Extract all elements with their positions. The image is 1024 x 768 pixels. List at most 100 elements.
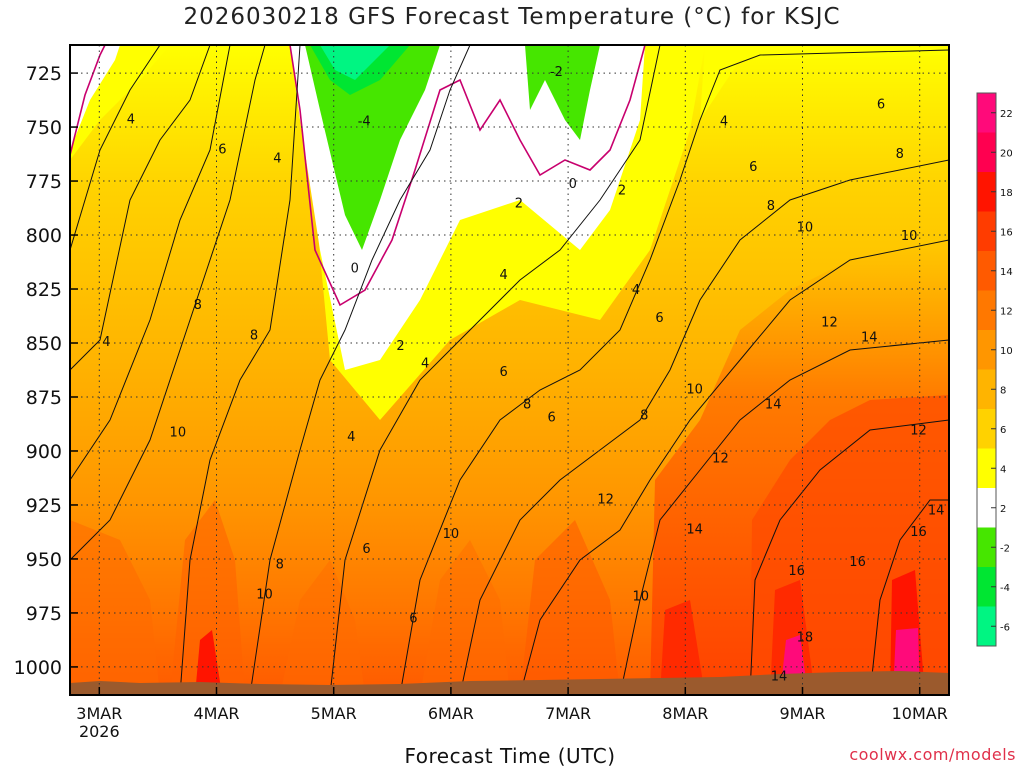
contour-label: 8 [250, 328, 258, 343]
x-tick-label-10MAR: 10MAR [892, 704, 948, 723]
y-tick-label-875: 875 [26, 387, 62, 409]
contour-label: 14 [861, 331, 878, 346]
x-tick-label-8MAR: 8MAR [662, 704, 708, 723]
contour-label: 12 [910, 423, 927, 438]
colorbar-tick-label: 4 [1000, 464, 1006, 475]
colorbar-segment [977, 132, 996, 173]
colorbar-segment [977, 251, 996, 291]
colorbar-tick-label: -2 [1000, 543, 1010, 554]
contour-label: 8 [276, 557, 284, 572]
contour-label: 4 [273, 151, 281, 166]
colorbar-segment [977, 448, 996, 489]
y-tick-label-800: 800 [26, 225, 62, 247]
contour-label: 4 [499, 268, 507, 283]
contour-label: 4 [720, 115, 728, 130]
warm-pocket-2 [170, 500, 245, 695]
contour-label: 14 [771, 670, 788, 685]
warm-pocket-4 [420, 540, 510, 695]
contour-label: 0 [569, 177, 577, 192]
x-tick-label-5MAR: 5MAR [311, 704, 357, 723]
colorbar-tick-label: 6 [1000, 425, 1006, 436]
y-tick-label-1000: 1000 [14, 657, 62, 679]
cold-zone-3 [320, 45, 390, 80]
contour-label: 6 [409, 611, 417, 626]
contour-label: 2 [396, 339, 404, 354]
contour-label: 14 [928, 503, 945, 518]
y-tick-label-725: 725 [26, 63, 62, 85]
x-tick-label-7MAR: 7MAR [545, 704, 591, 723]
contour-label: 6 [499, 365, 507, 380]
contour-label: 4 [632, 283, 640, 298]
contour-label: 10 [443, 527, 460, 542]
colorbar-tick-label: 2 [1000, 504, 1006, 515]
zero-isotherm-1 [70, 45, 106, 156]
warm-pocket-1 [70, 520, 160, 695]
colorbar-segment [977, 488, 996, 528]
contour-lines [70, 45, 949, 695]
y-tick-label-750: 750 [26, 117, 62, 139]
y-tick-label-850: 850 [26, 333, 62, 355]
contour-label: 10 [170, 426, 187, 441]
colorbar-segment [977, 606, 996, 647]
contour-label: 12 [821, 315, 838, 330]
contour-label: 16 [849, 555, 866, 570]
contour-label: 8 [896, 147, 904, 162]
white-top-left [70, 45, 120, 150]
x-axis-title: Forecast Time (UTC) [404, 744, 616, 768]
colorbar-tick-label: -4 [1000, 583, 1010, 594]
contour-label: 12 [712, 451, 729, 466]
colorbar-tick-label: 16 [1000, 227, 1013, 238]
contour-label: 0 [351, 261, 359, 276]
contour-label: 10 [256, 588, 273, 603]
colorbar-segment [977, 93, 996, 133]
colorbar-segment [977, 211, 996, 252]
colorbar-tick-label: 12 [1000, 306, 1013, 317]
contour-label: 14 [686, 523, 703, 538]
y-tick-label-950: 950 [26, 549, 62, 571]
contour-label: 18 [797, 631, 814, 646]
zero-isotherm-2 [289, 45, 646, 307]
colorbar-segment [977, 172, 996, 212]
colorbar-segment [977, 330, 996, 370]
yellow-right [700, 45, 949, 120]
contour-label: 4 [421, 356, 429, 371]
cold-zone-4 [525, 45, 600, 140]
contour-label: -4 [358, 115, 371, 130]
contour-label: 14 [765, 397, 782, 412]
credit-link[interactable]: coolwx.com/models [849, 745, 1016, 764]
x-tick-label-4MAR: 4MAR [193, 704, 239, 723]
terrain [70, 671, 949, 695]
contour-label: 4 [127, 112, 135, 127]
colorbar-tick-label: -6 [1000, 622, 1010, 633]
chart-title: 2026030218 GFS Forecast Temperature (°C)… [183, 4, 841, 30]
colorbar-segment [977, 369, 996, 410]
colorbar-segment [977, 290, 996, 331]
contour-label: -2 [550, 65, 563, 80]
contour-label: 16 [910, 525, 927, 540]
contour-label: 16 [788, 564, 805, 579]
colorbar-tick-label: 22 [1000, 109, 1013, 120]
colorbar-tick-label: 10 [1000, 346, 1013, 357]
contour-label: 6 [362, 542, 370, 557]
cold-zone-1 [305, 45, 440, 250]
x-tick-label-3MAR: 3MAR [76, 704, 122, 723]
y-tick-label-925: 925 [26, 495, 62, 517]
y-tick-label-775: 775 [26, 171, 62, 193]
x-tick-label-6MAR: 6MAR [428, 704, 474, 723]
colorbar: 22 20 18 16 14 12 10 8 6 4 2 -2 -4 -6 [976, 92, 1013, 647]
x-year-label: 2026 [79, 722, 120, 741]
contour-label: 8 [767, 199, 775, 214]
colorbar-tick-label: 8 [1000, 385, 1006, 396]
colorbar-frame [976, 92, 997, 647]
x-axis: 3MAR 4MAR 5MAR 6MAR 7MAR 8MAR 9MAR 10MAR 2026 [76, 687, 948, 741]
y-tick-label-900: 900 [26, 441, 62, 463]
contour-label: 6 [655, 311, 663, 326]
y-tick-label-975: 975 [26, 603, 62, 625]
temperature-field [70, 45, 949, 695]
contour-label: 6 [218, 143, 226, 158]
hot-pocket-1 [195, 630, 222, 695]
contour-label: 10 [797, 220, 814, 235]
contour-label: 4 [102, 335, 110, 350]
